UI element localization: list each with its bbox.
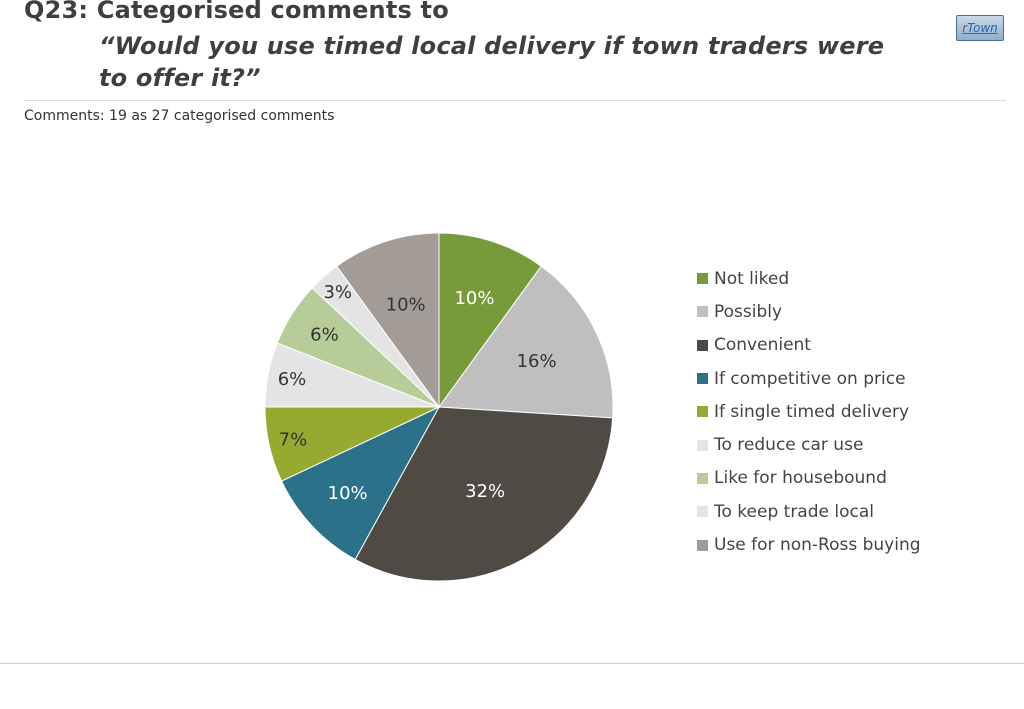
legend-item: Convenient: [697, 329, 921, 362]
legend-swatch: [697, 339, 708, 351]
slice-label: 16%: [517, 351, 557, 372]
legend-swatch: [697, 472, 708, 484]
legend-label: To reduce car use: [714, 435, 864, 456]
legend-label: If competitive on price: [714, 368, 906, 389]
legend-item: Use for non-Ross buying: [697, 528, 921, 561]
legend-swatch: [697, 539, 708, 551]
question-text: “Would you use timed local delivery if t…: [99, 32, 885, 92]
legend-swatch: [697, 439, 708, 451]
pie-slice-convenient: [354, 406, 614, 582]
slice-label: 6%: [310, 324, 339, 345]
legend-label: Use for non-Ross buying: [714, 535, 921, 556]
legend-item: Like for housebound: [697, 462, 921, 495]
logo-r: r: [962, 21, 968, 35]
legend-label: To keep trade local: [714, 501, 874, 522]
chart-legend: Not liked Possibly Convenient If competitiv…: [697, 262, 921, 562]
slice-label: 10%: [328, 483, 368, 504]
logo-text: Town: [967, 21, 998, 35]
slice-label: 10%: [454, 288, 494, 309]
legend-item: To keep trade local: [697, 495, 921, 528]
slice-label: 3%: [323, 282, 352, 303]
pie-slice-if-competitive-on-price: [280, 405, 441, 561]
slice-label: 6%: [278, 369, 307, 390]
pie-slice-not-liked: [438, 232, 542, 409]
slice-label: 10%: [386, 294, 426, 315]
legend-label: Convenient: [714, 335, 811, 356]
pie-slice-use-for-non-ross-buying: [336, 232, 440, 409]
legend-item: Possibly: [697, 295, 921, 328]
slice-label: 32%: [465, 481, 505, 502]
header-divider: [24, 100, 1006, 101]
footer-divider: [0, 663, 1024, 664]
legend-swatch: [697, 406, 708, 418]
legend-swatch: [697, 273, 708, 285]
legend-label: If single timed delivery: [714, 401, 910, 422]
slice-label: 7%: [279, 430, 308, 451]
rtown-logo[interactable]: rTown: [956, 15, 1004, 41]
legend-swatch: [697, 373, 708, 385]
legend-item: To reduce car use: [697, 428, 921, 461]
legend-label: Like for housebound: [714, 468, 887, 489]
legend-item: Not liked: [697, 262, 921, 295]
legend-swatch: [697, 306, 708, 318]
legend-item: If single timed delivery: [697, 395, 921, 428]
page-title: Q23: Categorised comments to: [24, 0, 449, 24]
comments-count: Comments: 19 as 27 categorised comments: [24, 108, 335, 124]
legend-label: Not liked: [714, 268, 790, 289]
legend-swatch: [697, 506, 708, 518]
pie-slice-possibly: [438, 265, 614, 419]
legend-item: If competitive on price: [697, 362, 921, 395]
legend-label: Possibly: [714, 301, 783, 322]
